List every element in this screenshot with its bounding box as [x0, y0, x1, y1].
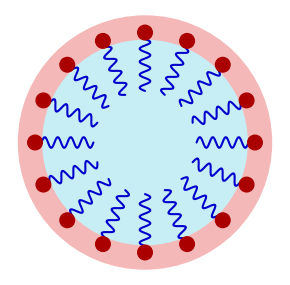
Circle shape	[215, 58, 230, 72]
Circle shape	[28, 135, 42, 150]
Circle shape	[96, 34, 110, 48]
Circle shape	[138, 25, 152, 40]
Circle shape	[180, 237, 194, 251]
Circle shape	[43, 40, 247, 245]
Circle shape	[239, 177, 254, 192]
Circle shape	[60, 58, 75, 72]
Circle shape	[239, 93, 254, 108]
Circle shape	[180, 34, 194, 48]
Circle shape	[138, 245, 152, 260]
Circle shape	[96, 237, 110, 251]
Circle shape	[19, 16, 271, 269]
Circle shape	[248, 135, 262, 150]
Circle shape	[215, 213, 230, 227]
Circle shape	[36, 177, 51, 192]
Circle shape	[36, 93, 51, 108]
Circle shape	[60, 213, 75, 227]
